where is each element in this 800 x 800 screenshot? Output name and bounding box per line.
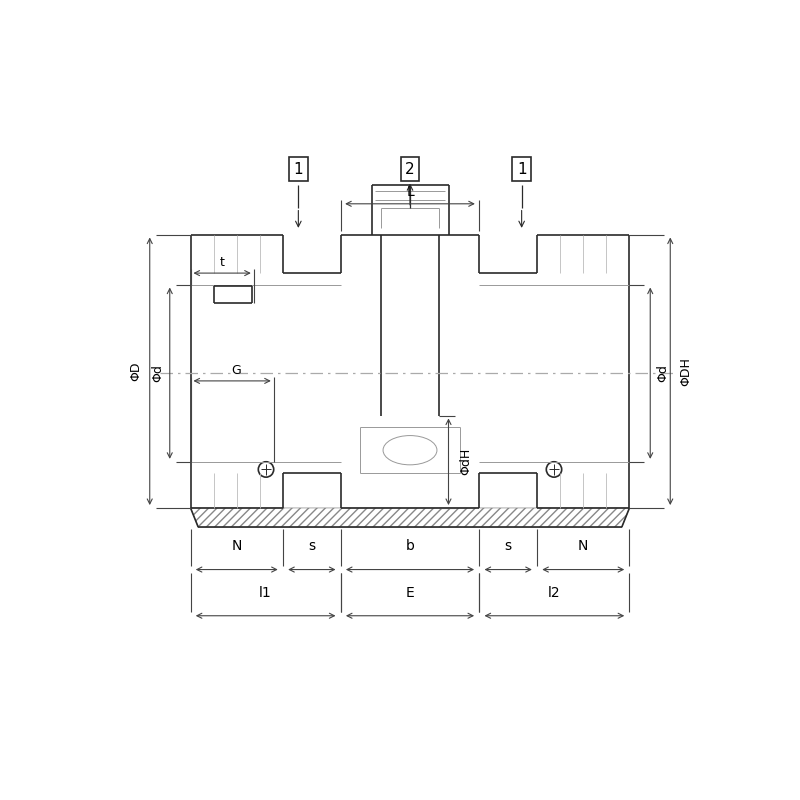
Text: N: N [578,539,589,554]
Polygon shape [190,508,630,527]
Text: s: s [308,539,315,554]
Text: Φd: Φd [151,364,164,382]
Text: N: N [231,539,242,554]
Text: s: s [505,539,512,554]
Text: G: G [231,364,241,377]
Text: L: L [406,186,414,199]
Text: ΦD: ΦD [130,362,142,381]
Text: 2: 2 [405,162,415,177]
Text: ΦDH: ΦDH [679,357,692,386]
Text: 1: 1 [294,162,303,177]
Text: t: t [220,256,225,269]
Text: E: E [406,586,414,600]
Text: Φd: Φd [656,364,669,382]
Text: l1: l1 [259,586,272,600]
Text: b: b [406,539,414,554]
Text: 1: 1 [517,162,526,177]
Text: ΦdH: ΦdH [459,448,472,475]
Text: l2: l2 [548,586,561,600]
